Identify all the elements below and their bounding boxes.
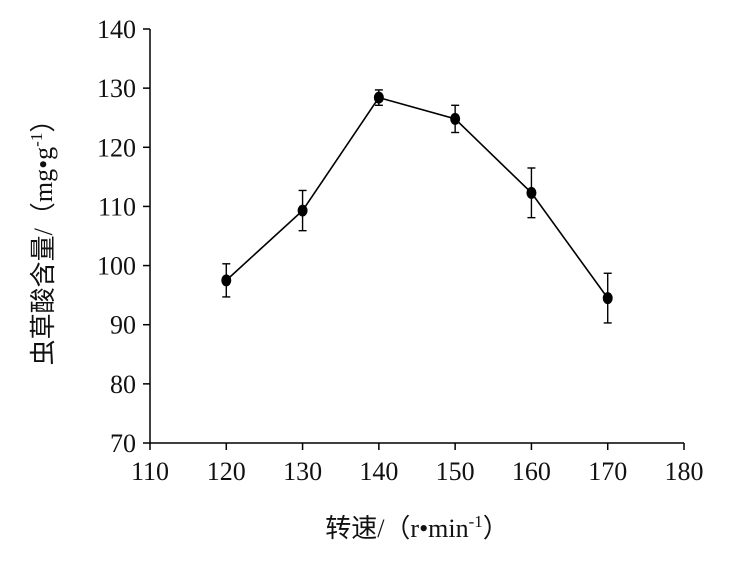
y-tick-label: 80	[110, 370, 136, 399]
x-tick-label: 110	[131, 457, 169, 486]
data-point	[526, 186, 537, 199]
data-point	[221, 274, 232, 287]
x-tick-label: 150	[436, 457, 475, 486]
data-point	[297, 204, 308, 217]
x-axis-label-superscript: -1	[469, 512, 483, 531]
y-tick-label: 90	[110, 311, 136, 340]
y-axis-label-close: ）	[29, 107, 58, 133]
x-axis-label-close: ）	[483, 514, 509, 543]
x-axis-label: 转速/（r•min-1）	[325, 512, 509, 543]
y-tick-label: 70	[110, 429, 136, 458]
x-tick-label: 160	[512, 457, 551, 486]
y-axis-label-superscript: -1	[27, 133, 46, 147]
y-tick-label: 110	[98, 192, 136, 221]
y-axis-label: 虫草酸含量/（mg•g-1）	[27, 107, 58, 366]
y-axis-label-text: 虫草酸含量/（mg•g	[29, 147, 58, 366]
x-tick-label: 180	[665, 457, 704, 486]
axes: 70 80 90 100 110 120 130 140 110 120 130 140 150 160 1…	[97, 15, 704, 486]
series-line	[225, 96, 609, 299]
x-tick-label: 170	[588, 457, 627, 486]
y-tick-label: 130	[97, 74, 136, 103]
x-tick-label: 140	[359, 457, 398, 486]
x-tick-label: 120	[207, 457, 246, 486]
y-tick-label: 140	[97, 15, 136, 44]
series-line-group	[225, 96, 609, 299]
data-points	[221, 91, 613, 305]
error-bars	[222, 89, 612, 324]
x-axis-label-text: 转速/（r•min	[325, 514, 468, 543]
y-tick-label: 100	[97, 252, 136, 281]
data-point	[450, 112, 461, 125]
data-point	[373, 91, 384, 104]
y-tick-label: 120	[97, 133, 136, 162]
data-point	[602, 292, 613, 305]
x-tick-label: 130	[283, 457, 322, 486]
axis-labels: 转速/（r•min-1）虫草酸含量/（mg•g-1）	[27, 107, 509, 543]
